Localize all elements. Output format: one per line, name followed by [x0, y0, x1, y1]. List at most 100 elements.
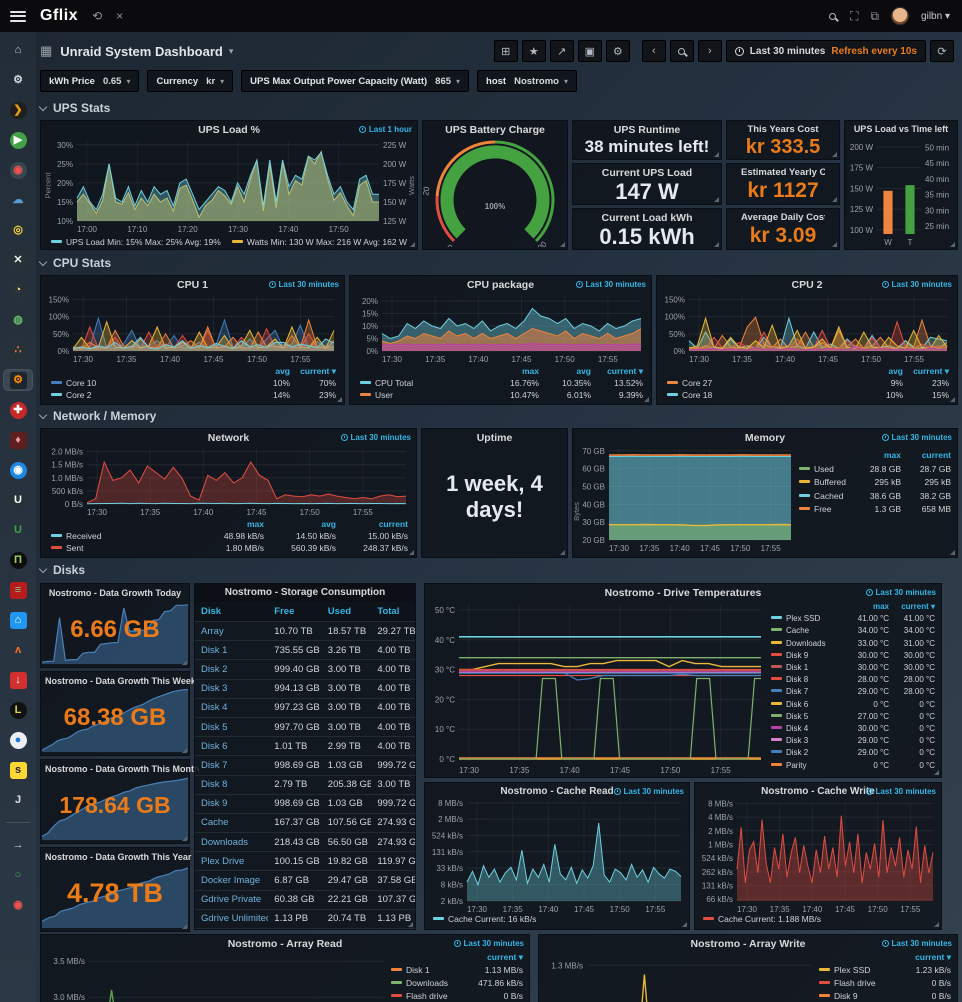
array-write-chart[interactable]: 1.0 MB/s1.3 MB/s	[541, 950, 817, 1002]
panel-title[interactable]: UPS Load %	[198, 124, 260, 136]
star-button[interactable]: ★	[521, 40, 546, 62]
sidebar-item-app-play[interactable]: ▶	[4, 130, 32, 150]
settings-button[interactable]: ⚙	[605, 40, 630, 62]
add-panel-button[interactable]: ⊞	[493, 40, 518, 62]
sidebar-item-app-docker[interactable]: ≡	[4, 580, 32, 600]
sidebar-item-signout[interactable]: →	[4, 835, 32, 855]
row-header-disks[interactable]: Disks	[38, 563, 85, 577]
legend-item[interactable]: Parity 0 °C 0 °C	[771, 760, 935, 772]
panel-time-range[interactable]: Last 30 minutes	[575, 280, 646, 289]
time-forward-button[interactable]: ›	[697, 40, 722, 62]
panel-title[interactable]: Nostromo - Data Growth This Year	[45, 852, 192, 862]
table-row[interactable]: Disk 6 1.01 TB 2.99 TB 4.00 TB	[195, 737, 415, 757]
table-row[interactable]: Gdrive Unlimited 1.13 PB 20.74 TB 1.13 PB	[195, 910, 415, 929]
legend-item[interactable]: Core 27 9% 23%	[667, 377, 949, 389]
legend-item[interactable]: Disk 5 27.00 °C 0 °C	[771, 711, 935, 723]
table-row[interactable]: Disk 3 994.13 GB 3.00 TB 4.00 TB	[195, 680, 415, 699]
legend-item[interactable]: Flash drive 0 B/s	[819, 977, 951, 990]
row-header-ups[interactable]: UPS Stats	[38, 101, 110, 115]
legend-item[interactable]: CPU Total 16.76% 10.35% 13.52%	[360, 377, 643, 389]
legend-item[interactable]: Cache Current: 1.188 MB/s	[703, 914, 821, 924]
panel-time-range[interactable]: Last 30 minutes	[268, 280, 339, 289]
menu-icon[interactable]	[10, 10, 26, 22]
sidebar-item-app-gitlab[interactable]: ʌ	[4, 640, 32, 660]
legend-item[interactable]: Disk 1 1.13 MB/s	[391, 964, 523, 977]
column-header[interactable]: Used	[327, 606, 352, 617]
panel-title[interactable]: This Years Cost	[747, 124, 819, 135]
legend-item[interactable]: UPS Load Min: 15% Max: 25% Avg: 19%	[51, 237, 221, 247]
sidebar-item-app-media[interactable]: ◉	[4, 160, 32, 180]
panel-title[interactable]: CPU 2	[791, 279, 823, 291]
legend-item[interactable]: Plex SSD 1.23 kB/s	[819, 964, 951, 977]
variable-value[interactable]: kr	[206, 75, 216, 87]
ups-load-chart[interactable]: 10% 15% 20% 25% 30% 125 W 150 W 175 W 200 W 225 W…	[43, 137, 415, 234]
panel-time-range[interactable]: Last 30 minutes	[340, 433, 411, 442]
panel-time-range[interactable]: Last 30 minutes	[865, 588, 936, 597]
sidebar-item-app-help[interactable]: ◉	[4, 895, 32, 915]
legend-item[interactable]: Disk 3 29.00 °C 0 °C	[771, 735, 935, 747]
panel-title[interactable]: UPS Load vs Time left	[853, 124, 949, 134]
panel-title[interactable]: Current UPS Load	[601, 167, 693, 179]
sidebar-item-app-heimdall[interactable]: ⌂	[4, 610, 32, 630]
sidebar-item-app-organizr[interactable]: ✕	[4, 250, 32, 270]
fullscreen-icon[interactable]: ⛶	[850, 8, 859, 23]
panel-title[interactable]: Nostromo - Cache Read	[500, 786, 614, 797]
table-row[interactable]: Docker Image 6.87 GB 29.47 GB 37.58 GB	[195, 871, 415, 891]
panel-title[interactable]: Nostromo - Data Growth This Week	[45, 676, 196, 686]
table-row[interactable]: Disk 2 999.40 GB 3.00 TB 4.00 TB	[195, 660, 415, 680]
variable-host[interactable]: host Nostromo ▾	[477, 70, 577, 92]
legend-column[interactable]: max	[872, 602, 889, 611]
legend-item[interactable]: Disk 9 30.00 °C 30.00 °C	[771, 650, 935, 662]
legend-item[interactable]: Cached 38.6 GB 38.2 GB	[799, 490, 951, 504]
save-button[interactable]: ▣	[577, 40, 602, 62]
legend-column[interactable]: avg	[576, 366, 591, 376]
legend-column[interactable]: avg	[321, 519, 336, 529]
panel-time-range[interactable]: Last 30 minutes	[881, 280, 952, 289]
sidebar-item-app-jackett[interactable]: J	[4, 790, 32, 810]
legend-item[interactable]: Buffered 295 kB 295 kB	[799, 476, 951, 490]
legend-item[interactable]: Used 28.8 GB 28.7 GB	[799, 463, 951, 477]
cache-write-chart[interactable]: 66 kB/s 131 kB/s 262 kB/s 524 kB/s 1 MB/s 2 M…	[697, 798, 939, 914]
panel-title[interactable]: UPS Battery Charge	[445, 124, 545, 136]
refresh-button[interactable]: ⟳	[930, 40, 954, 62]
table-row[interactable]: Disk 8 2.79 TB 205.38 GB 3.00 TB	[195, 776, 415, 795]
legend-item[interactable]: Disk 1 30.00 °C 30.00 °C	[771, 662, 935, 674]
row-header-netmem[interactable]: Network / Memory	[38, 409, 156, 423]
sidebar-item-app-drop[interactable]: ●	[4, 730, 32, 750]
cpu2-chart[interactable]: 0% 50% 100% 150% 17:30 17:35 17:40 17:45 17:50 17…	[659, 292, 955, 364]
table-row[interactable]: Disk 5 997.70 GB 3.00 TB 4.00 TB	[195, 718, 415, 738]
variable-value[interactable]: 865	[435, 75, 452, 87]
legend-item[interactable]: Core 2 14% 23%	[51, 389, 336, 401]
legend-item[interactable]: Cache Current: 16 kB/s	[433, 914, 536, 924]
panel-title[interactable]: Memory	[744, 432, 786, 444]
array-read-chart[interactable]: 2.5 MB/s3.0 MB/s3.5 MB/s	[43, 950, 389, 1002]
sidebar-item-app-arrow[interactable]: ❯	[4, 100, 32, 120]
sidebar-item-app-network[interactable]: ∴	[4, 340, 32, 360]
panel-time-range[interactable]: Last 1 hour	[358, 125, 412, 134]
battery-gauge[interactable]: 0 20 50 100 100%	[421, 128, 567, 255]
sidebar-item-app-download[interactable]: ↓	[4, 670, 32, 690]
table-row[interactable]: Disk 4 997.23 GB 3.00 TB 4.00 TB	[195, 699, 415, 718]
legend-column[interactable]: current ▾	[913, 366, 949, 376]
legend-item[interactable]: Disk 8 28.00 °C 28.00 °C	[771, 674, 935, 686]
cpu1-chart[interactable]: 0% 50% 100% 150% 17:30 17:35 17:40 17:45 17:50 17…	[43, 292, 342, 364]
legend-column[interactable]: current ▾	[300, 366, 336, 376]
ups-bars-chart[interactable]: 100 W 125 W 150 W 175 W 200 W 25 min 30 min 35 …	[845, 137, 957, 247]
time-back-button[interactable]: ‹	[641, 40, 666, 62]
variable-ups-max-output-power-capacity-watt-[interactable]: UPS Max Output Power Capacity (Watt) 865…	[241, 70, 470, 92]
panel-title[interactable]: CPU package	[466, 279, 535, 291]
temps-chart[interactable]: 0 °C 10 °C 20 °C 30 °C 40 °C 50 °C 17:30 17:35 1…	[427, 600, 767, 775]
zoom-out-button[interactable]	[669, 40, 694, 62]
sidebar-item-app-media2[interactable]: ◔	[4, 280, 32, 300]
legend-item[interactable]: Free 1.3 GB 658 MB	[799, 503, 951, 517]
legend-column[interactable]: current ▾	[915, 952, 951, 962]
legend-column[interactable]: max	[521, 366, 539, 376]
legend-item[interactable]: Downloads 471.86 kB/s	[391, 977, 523, 990]
legend-column[interactable]: current	[921, 450, 951, 460]
legend-column[interactable]: current	[378, 519, 408, 529]
